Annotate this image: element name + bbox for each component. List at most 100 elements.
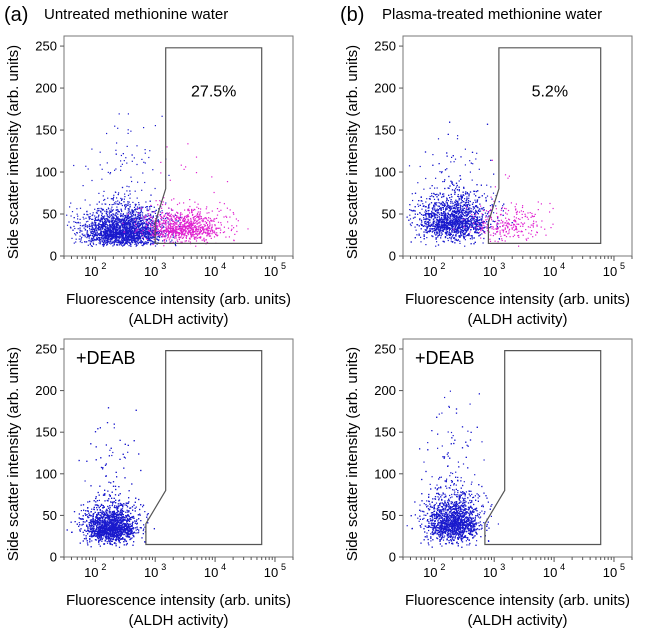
scatter-point [160, 224, 162, 226]
scatter-point [105, 242, 107, 244]
scatter-point [452, 228, 454, 230]
scatter-point [195, 231, 197, 233]
scatter-point [439, 208, 441, 210]
scatter-point [150, 194, 152, 196]
scatter-point [431, 231, 433, 233]
scatter-point [131, 215, 133, 217]
scatter-point [449, 210, 451, 212]
scatter-point [109, 173, 111, 175]
scatter-point [486, 195, 489, 197]
scatter-point [186, 221, 189, 223]
scatter-point [122, 153, 124, 155]
scatter-point [205, 218, 208, 220]
scatter-point [119, 242, 121, 244]
scatter-point [144, 232, 147, 234]
scatter-point [174, 229, 177, 231]
scatter-point [168, 223, 170, 225]
scatter-point [465, 231, 467, 233]
scatter-point [126, 238, 128, 240]
scatter-point [425, 244, 427, 246]
scatter-point [166, 212, 168, 214]
scatter-point [189, 223, 191, 225]
scatter-point [174, 229, 176, 231]
scatter-point [112, 209, 114, 211]
scatter-point [470, 208, 472, 210]
scatter-point [159, 233, 161, 235]
scatter-point [124, 243, 126, 245]
scatter-point [137, 220, 139, 222]
scatter-point [110, 224, 113, 226]
scatter-point [121, 232, 124, 234]
scatter-point [436, 202, 438, 204]
scatter-point [96, 233, 98, 235]
scatter-point [93, 235, 95, 238]
scatter-point [94, 215, 96, 217]
scatter-point [164, 219, 166, 221]
scatter-point [101, 214, 103, 216]
scatter-point [106, 218, 109, 220]
scatter-point [426, 223, 428, 225]
scatter-point [165, 227, 167, 229]
scatter-point [139, 237, 141, 239]
scatter-point [125, 227, 127, 229]
scatter-point [133, 240, 136, 242]
panel-label-b: (b) [340, 4, 364, 26]
scatter-point [211, 233, 213, 235]
scatter-point [198, 237, 200, 239]
scatter-point [443, 193, 445, 195]
scatter-point [130, 228, 132, 230]
scatter-point [117, 233, 119, 235]
scatter-point [446, 197, 448, 199]
scatter-point [92, 212, 94, 214]
scatter-point [131, 241, 133, 243]
scatter-point [147, 240, 149, 242]
scatter-point [146, 221, 148, 223]
scatter-point [148, 231, 150, 233]
scatter-point [122, 232, 124, 234]
scatter-point [175, 220, 177, 222]
scatter-point [195, 228, 197, 231]
scatter-point [94, 232, 97, 234]
x-tick-label: 10 [84, 264, 98, 279]
scatter-point [175, 226, 177, 228]
scatter-point [104, 220, 106, 222]
scatter-point [182, 225, 184, 227]
scatter-point [128, 240, 130, 242]
scatter-point [426, 225, 429, 227]
scatter-point [138, 235, 141, 238]
scatter-point [447, 207, 449, 209]
scatter-point [454, 208, 456, 210]
scatter-point [95, 221, 97, 224]
scatter-point [460, 220, 462, 222]
scatter-point [82, 225, 84, 227]
scatter-point [162, 217, 164, 219]
scatter-point [120, 222, 122, 224]
scatter-point [98, 234, 101, 236]
scatter-point [122, 219, 124, 221]
scatter-point [200, 230, 202, 233]
scatter-point [186, 225, 188, 227]
scatter-point [93, 233, 95, 235]
scatter-point [168, 227, 170, 230]
scatter-point [138, 221, 140, 223]
scatter-point [136, 229, 138, 231]
scatter-point [165, 224, 167, 226]
scatter-point [206, 241, 208, 243]
scatter-point [162, 212, 164, 214]
scatter-point [456, 138, 459, 140]
scatter-point [123, 226, 125, 228]
scatter-point [185, 221, 187, 223]
scatter-point [199, 211, 201, 213]
scatter-point [96, 234, 98, 236]
scatter-point [177, 220, 179, 222]
scatter-point [108, 229, 110, 231]
scatter-point [464, 164, 466, 166]
scatter-point [88, 217, 90, 219]
scatter-point [459, 227, 461, 229]
scatter-point [410, 224, 412, 227]
scatter-point [198, 207, 200, 210]
scatter-point [467, 207, 470, 209]
scatter-point [117, 229, 119, 231]
scatter-point [101, 234, 103, 237]
scatter-point [144, 181, 146, 184]
